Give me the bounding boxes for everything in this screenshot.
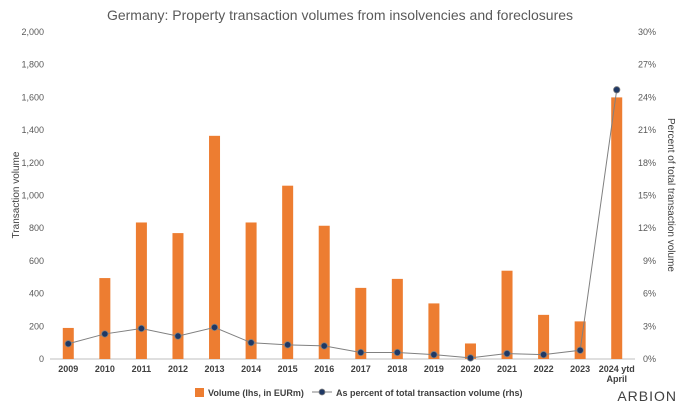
bar: [355, 287, 367, 359]
x-tick: 2018: [387, 364, 407, 374]
x-tick: 2022: [534, 364, 554, 374]
line-point: [247, 339, 255, 347]
legend: Volume (lhs, in EURm) As percent of tota…: [195, 388, 523, 398]
x-tick: 2015: [278, 364, 298, 374]
line-series: [64, 86, 621, 362]
line-point: [101, 330, 109, 338]
y-tick-right: 6%: [643, 289, 656, 299]
bar: [135, 222, 147, 359]
y-tick-right: 30%: [638, 27, 656, 37]
line-point: [503, 349, 511, 358]
brand-logo: ARBION: [617, 388, 677, 404]
line-point: [64, 340, 72, 348]
bar: [245, 222, 257, 359]
bar: [464, 343, 476, 359]
bar: [172, 233, 184, 359]
y-axis-label-left: Transaction volume: [11, 151, 22, 238]
line-point: [466, 354, 475, 362]
x-tick: 2010: [95, 364, 115, 374]
y-tick-left: 2,000: [21, 27, 44, 37]
x-tick: 2013: [205, 364, 225, 374]
bar: [501, 270, 513, 359]
legend-bar-swatch: [195, 388, 204, 397]
bar: [318, 225, 330, 359]
bar: [574, 321, 586, 359]
bar: [428, 303, 440, 359]
y-tick-left: 1,400: [21, 125, 44, 135]
y-tick-right: 0%: [643, 354, 656, 364]
legend-line-marker: [318, 388, 326, 396]
bar: [611, 97, 623, 360]
line-point: [174, 332, 182, 340]
y-tick-right: 24%: [638, 92, 656, 102]
y-tick-left: 400: [29, 289, 44, 299]
x-tick: 2020: [460, 364, 480, 374]
x-tick: 2019: [424, 364, 444, 374]
x-tick: 2012: [168, 364, 188, 374]
x-tick: 2024 ytd April: [599, 364, 635, 384]
line-point: [430, 351, 438, 359]
line-point: [320, 342, 328, 350]
y-axis-left: 0 200 400 600 800 1,000 1,200 1,400 1,600 1,800 2,…: [21, 27, 44, 364]
line-point: [539, 351, 548, 359]
y-tick-left: 600: [29, 256, 44, 266]
y-axis-label-right: Percent of total transaction volume: [665, 118, 676, 272]
bar: [282, 185, 294, 359]
y-tick-right: 15%: [638, 191, 656, 201]
line-point: [576, 346, 584, 354]
bar-series: [62, 97, 623, 360]
bar: [209, 135, 221, 359]
y-tick-right: 3%: [643, 321, 656, 331]
legend-bar-label: Volume (lhs, in EURm): [208, 388, 304, 398]
y-tick-right: 12%: [638, 223, 656, 233]
x-tick: 2016: [314, 364, 334, 374]
bar: [538, 314, 550, 359]
chart-title: Germany: Property transaction volumes fr…: [107, 7, 573, 23]
line-point: [613, 86, 621, 94]
bar: [391, 278, 403, 359]
line-point: [393, 348, 401, 357]
y-tick-left: 1,800: [21, 60, 44, 70]
y-tick-left: 1,000: [21, 191, 44, 201]
y-tick-right: 18%: [638, 158, 656, 168]
line-point: [137, 324, 146, 333]
y-tick-right: 9%: [643, 256, 656, 266]
x-tick: 2014: [241, 364, 261, 374]
y-axis-right: 0% 3% 6% 9% 12% 15% 18% 21% 24% 27% 30%: [638, 27, 656, 364]
y-tick-left: 1,600: [21, 92, 44, 102]
x-tick: 2021: [497, 364, 517, 374]
line-point: [357, 348, 365, 357]
y-tick-left: 800: [29, 223, 44, 233]
bar: [99, 278, 111, 359]
x-tick: 2023: [570, 364, 590, 374]
line-point: [210, 323, 219, 331]
line-point: [284, 341, 292, 349]
y-tick-left: 0: [39, 354, 44, 364]
y-tick-right: 27%: [638, 60, 656, 70]
y-tick-left: 1,200: [21, 158, 44, 168]
y-tick-right: 21%: [638, 125, 656, 135]
x-tick: 2017: [351, 364, 371, 374]
series-line: [68, 89, 618, 359]
y-tick-left: 200: [29, 321, 44, 331]
legend-line-label: As percent of total transaction volume (…: [336, 388, 523, 398]
x-tick: 2009: [58, 364, 78, 374]
x-tick: 2011: [132, 364, 152, 374]
x-axis: 2009 2010 2011 2012 2013 2014 2015 2016 2017 2018…: [58, 364, 634, 384]
